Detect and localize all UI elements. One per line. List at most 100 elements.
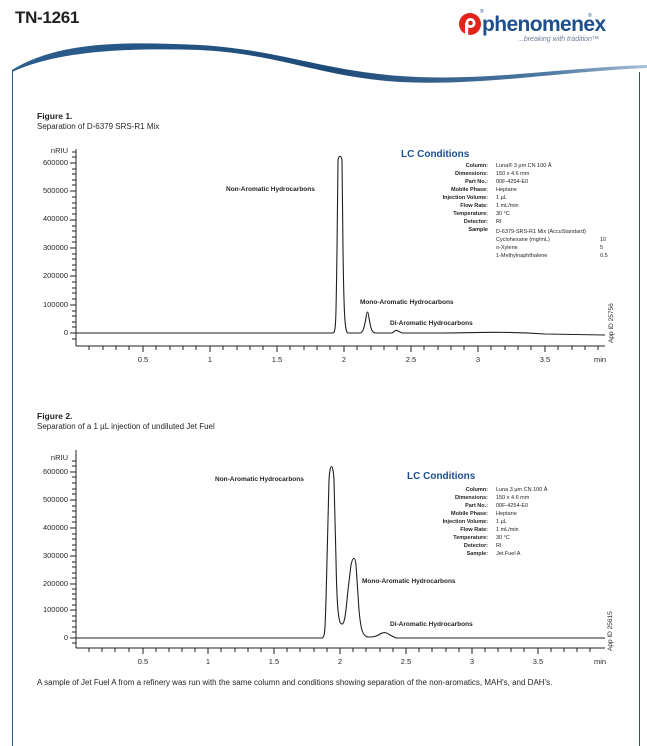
cond-key: Temperature: (453, 535, 488, 541)
x-tick-label: 1.5 (271, 355, 283, 364)
sample-component: o-Xylene (496, 245, 518, 251)
cond-key: Flow Rate: (460, 203, 488, 209)
y-tick-label: 500000 (42, 186, 68, 195)
y-tick-label: 400000 (42, 523, 68, 532)
cond-key: Column: (465, 163, 488, 169)
y-tick-label: 0 (63, 328, 68, 337)
cond-value: 1 mL/min (496, 527, 519, 533)
cond-key: Mobile Phase: (451, 511, 488, 517)
y-tick-label: 100000 (42, 300, 68, 309)
x-tick-label: 2.5 (400, 657, 412, 666)
frame-border-left (12, 70, 13, 746)
x-tick-label: 1 (207, 355, 213, 364)
figure1-title: Figure 1. (37, 111, 73, 121)
sample-amount: 10 (600, 237, 607, 243)
cond-key: Column: (465, 487, 488, 493)
x-tick-label: 3.5 (539, 355, 551, 364)
brand-tagline: ...breaking with tradition™ (518, 36, 599, 43)
sample-amount: 0.5 (600, 253, 608, 259)
y-tick-label: 300000 (42, 551, 68, 560)
x-tick-label: 3 (469, 657, 475, 666)
cond-value: 150 x 4.6 mm (496, 171, 530, 177)
cond-value: Luna 3 µm CN 100 Å (496, 487, 548, 493)
peak-label-di-aromatic: Di-Aromatic Hydrocarbons (390, 320, 473, 327)
cond-value: 1 µL (496, 195, 507, 201)
cond-value: 00F-4254-E0 (496, 179, 529, 185)
x-tick-label: 3.5 (532, 657, 544, 666)
peak-label-di-aromatic: Di-Aromatic Hydrocarbons (390, 621, 473, 628)
figure2-title: Figure 2. (37, 411, 73, 421)
registered-icon: ® (480, 9, 484, 15)
x-tick-label: 3 (475, 355, 481, 364)
cond-value: 30 °C (496, 211, 510, 217)
figure2-caption: A sample of Jet Fuel A from a refinery w… (37, 678, 553, 687)
figure2-plot (70, 450, 605, 654)
document-id: TN-1261 (15, 8, 80, 27)
x-tick-label: 1 (205, 657, 211, 666)
cond-value: RI (496, 543, 502, 549)
figure2-lc-title: LC Conditions (407, 471, 476, 482)
figure1-y-unit: nRIU (50, 146, 68, 155)
y-tick-label: 100000 (42, 605, 68, 614)
cond-key: Part No.: (465, 503, 488, 509)
figure1-trace (76, 155, 606, 336)
figure1-subtitle: Separation of D-6379 SRS-R1 Mix (37, 122, 160, 131)
figure2-trace (76, 465, 605, 639)
cond-key: Flow Rate: (460, 527, 488, 533)
x-tick-label: 2.5 (405, 355, 417, 364)
cond-key: Dimensions: (454, 171, 488, 177)
figure2-lc-conditions: Column: Luna 3 µm CN 100 Å Dimensions: 150… (418, 487, 598, 567)
x-tick-label: 2 (341, 355, 347, 364)
x-tick-label: 0.5 (137, 355, 149, 364)
cond-value: 150 x 4.6 mm (496, 495, 530, 501)
x-tick-label: 0.5 (137, 657, 149, 666)
peak-label-mono-aromatic: Mono-Aromatic Hydrocarbons (360, 299, 454, 306)
figure1-plot (70, 149, 606, 352)
cond-key: Sample: (466, 551, 488, 557)
peak-label-non-aromatic: Non-Aromatic Hydrocarbons (226, 186, 315, 193)
cond-key: Injection Volume: (442, 519, 488, 525)
y-tick-label: 300000 (42, 243, 68, 252)
cond-value: Jet Fuel A (496, 551, 521, 557)
cond-value: 1 µL (496, 519, 507, 525)
figure1-lc-conditions: Column: Luna® 3 µm CN 100 Å Dimensions: 15… (418, 163, 618, 273)
cond-value: RI (496, 219, 502, 225)
x-tick-label: 1.5 (268, 657, 280, 666)
y-tick-label: 200000 (42, 579, 68, 588)
cond-value: Heptane (496, 511, 517, 517)
figure2-y-unit: nRIU (50, 453, 68, 462)
logo-p-icon (459, 13, 481, 35)
x-tick-label: 2 (337, 657, 343, 666)
cond-key: Sample (468, 227, 488, 233)
cond-value: Heptane (496, 187, 517, 193)
x-axis-unit: min (593, 355, 607, 364)
cond-key: Dimensions: (454, 495, 488, 501)
cond-key: Injection Volume: (442, 195, 488, 201)
figure1-lc-title: LC Conditions (401, 149, 470, 160)
cond-value: 30 °C (496, 535, 510, 541)
y-tick-label: 600000 (42, 467, 68, 476)
y-tick-label: 600000 (42, 158, 68, 167)
x-axis-unit: min (593, 657, 607, 666)
sample-amount: 5 (600, 245, 604, 251)
cond-key: Detector: (463, 219, 488, 225)
frame-border-right (639, 72, 640, 746)
registered-icon: ® (588, 13, 592, 19)
cond-key: Temperature: (453, 211, 488, 217)
peak-label-non-aromatic: Non-Aromatic Hydrocarbons (215, 476, 304, 483)
sample-component: 1-Methylnaphthalene (496, 253, 548, 259)
cond-value: D-6379-SRS-R1 Mix (AccuStandard) (496, 229, 586, 235)
y-tick-label: 400000 (42, 214, 68, 223)
peak-label-mono-aromatic: Mono-Aromatic Hydrocarbons (362, 578, 456, 585)
cond-value: 00F-4254-E0 (496, 503, 529, 509)
y-tick-label: 200000 (42, 271, 68, 280)
cond-value: 1 mL/min (496, 203, 519, 209)
y-tick-label: 0 (63, 633, 68, 642)
cond-key: Detector: (463, 543, 488, 549)
cond-value: Luna® 3 µm CN 100 Å (496, 163, 552, 169)
figure2-subtitle: Separation of a 1 µL injection of undilu… (37, 422, 215, 431)
cond-key: Mobile Phase: (451, 187, 488, 193)
sample-component: Cyclohexane (mg/mL) (496, 237, 550, 243)
y-tick-label: 500000 (42, 495, 68, 504)
cond-key: Part No.: (465, 179, 488, 185)
